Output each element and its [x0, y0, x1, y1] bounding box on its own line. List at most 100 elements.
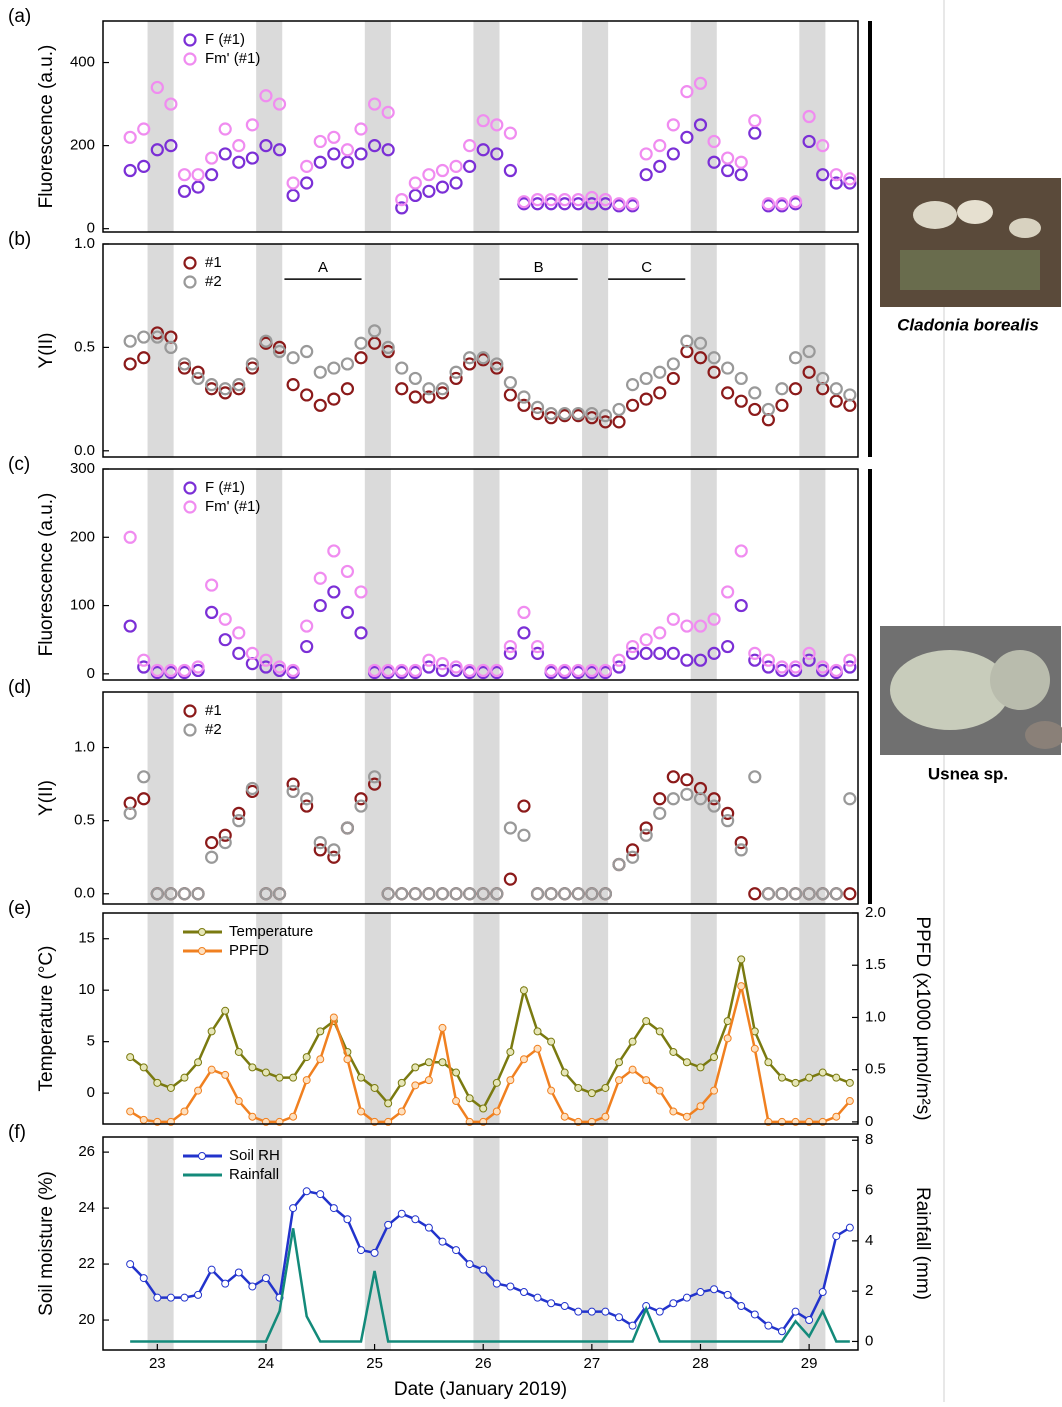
- data-point: [137, 351, 151, 365]
- data-point: [465, 1094, 474, 1103]
- data-point: [232, 814, 246, 828]
- data-point: [707, 799, 721, 813]
- data-point: [788, 351, 803, 365]
- data-point: [180, 1107, 189, 1116]
- data-point: [612, 660, 626, 674]
- data-point: [340, 382, 355, 396]
- data-point: [367, 324, 382, 338]
- data-point: [530, 887, 545, 901]
- data-point: [519, 986, 528, 995]
- data-point: [286, 663, 300, 678]
- y2-tick-label: 1.0: [865, 1008, 886, 1025]
- data-point: [503, 375, 517, 390]
- data-point: [748, 114, 762, 128]
- night-band: [582, 469, 609, 680]
- data-point: [721, 639, 735, 654]
- data-point: [818, 1288, 827, 1297]
- data-point: [340, 821, 355, 835]
- data-point: [680, 85, 694, 99]
- data-point: [693, 792, 708, 806]
- data-point: [517, 195, 531, 209]
- data-point: [452, 1097, 461, 1106]
- data-point: [340, 564, 355, 579]
- data-point: [503, 821, 517, 835]
- data-point: [340, 605, 355, 619]
- data-point: [367, 336, 382, 350]
- data-point: [682, 1058, 691, 1067]
- data-point: [205, 605, 219, 619]
- data-point: [666, 612, 680, 626]
- data-point: [816, 168, 830, 182]
- data-point: [653, 806, 667, 820]
- data-point: [642, 1076, 651, 1085]
- legend-marker: [183, 256, 197, 270]
- data-point: [205, 168, 219, 182]
- data-point: [327, 585, 341, 599]
- legend-label: Temperature: [229, 923, 313, 940]
- data-point: [805, 1316, 814, 1325]
- data-point: [234, 1097, 243, 1106]
- y-tick-label: 5: [87, 1033, 95, 1050]
- x-tick-label: 26: [475, 1355, 492, 1372]
- data-point: [463, 887, 477, 901]
- photo-cladonia: [880, 178, 1061, 307]
- data-point: [300, 799, 314, 813]
- data-point: [275, 1073, 284, 1082]
- data-point: [367, 139, 382, 153]
- legend-marker: [183, 481, 197, 495]
- data-point: [653, 792, 667, 806]
- data-point: [123, 619, 137, 633]
- data-point: [737, 982, 746, 991]
- data-point: [207, 1065, 216, 1074]
- data-point: [761, 402, 775, 417]
- data-point: [191, 168, 205, 182]
- data-point: [272, 344, 287, 359]
- data-point: [408, 176, 422, 190]
- data-point: [696, 1102, 705, 1111]
- data-point: [612, 197, 626, 211]
- data-point: [261, 1068, 270, 1077]
- y-tick-label: 0.5: [74, 812, 95, 829]
- y-tick-label: 0: [87, 665, 95, 682]
- data-point: [777, 1327, 786, 1336]
- x-tick-label: 23: [149, 1355, 166, 1372]
- legend-marker: [198, 947, 206, 955]
- data-point: [137, 159, 151, 173]
- data-point: [259, 334, 273, 348]
- data-point: [476, 114, 490, 128]
- data-point: [601, 1307, 610, 1316]
- data-point: [150, 663, 164, 678]
- data-point: [710, 1053, 719, 1062]
- data-point: [490, 357, 504, 371]
- data-point: [313, 134, 327, 149]
- data-point: [587, 1307, 596, 1316]
- data-point: [639, 821, 653, 835]
- data-point: [843, 792, 857, 806]
- data-point: [775, 398, 789, 412]
- data-point: [832, 1232, 841, 1241]
- legend-label: #2: [205, 273, 222, 290]
- data-point: [506, 1076, 515, 1085]
- y-tick-label: 0: [87, 1084, 95, 1101]
- data-point: [558, 663, 572, 678]
- night-band: [147, 692, 174, 904]
- legend-label: Soil RH: [229, 1147, 280, 1164]
- data-point: [710, 1285, 719, 1294]
- y2-tick-label: 8: [865, 1131, 873, 1148]
- panel-label: (f): [8, 1122, 26, 1143]
- data-point: [435, 663, 450, 678]
- y-axis-label: Soil moisture (%): [36, 1171, 57, 1316]
- y-tick-label: 10: [78, 981, 95, 998]
- data-point: [300, 792, 314, 806]
- data-point: [166, 1293, 175, 1302]
- x-tick-label: 27: [584, 1355, 601, 1372]
- night-band: [256, 469, 283, 680]
- x-tick-label: 24: [258, 1355, 275, 1372]
- data-point: [327, 843, 341, 857]
- y2-axis-label: Rainfall (mm): [912, 1187, 933, 1300]
- data-point: [845, 1097, 854, 1106]
- legend-marker: [198, 1152, 206, 1160]
- data-point: [653, 626, 667, 640]
- data-point: [177, 663, 192, 678]
- night-band: [147, 913, 174, 1124]
